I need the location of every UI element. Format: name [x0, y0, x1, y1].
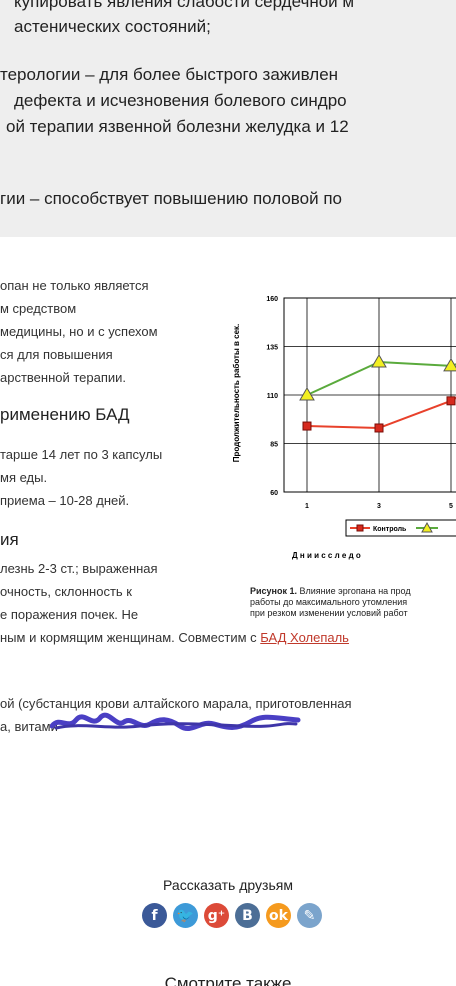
- data-point-triangle: [299, 387, 315, 401]
- data-point-triangle: [371, 354, 387, 368]
- usage-heading: рименению БАД: [0, 405, 130, 424]
- data-point-triangle: [443, 357, 456, 372]
- series-line: [306, 396, 456, 429]
- see-also-heading: Смотрите также: [164, 974, 292, 986]
- intro-text: арственной терапии.: [0, 370, 127, 385]
- facebook-icon[interactable]: f: [142, 903, 167, 928]
- banner-line: дефекта и исчезновения болевого синдро: [14, 91, 347, 110]
- usage-text: мя еды.: [0, 470, 48, 485]
- x-axis-label: Д н и и с с л е д о: [292, 551, 361, 560]
- legend-marker-control: [356, 524, 364, 532]
- banner-line: ой терапии язвенной болезни желудка и 12: [6, 117, 349, 136]
- usage-text: тарше 14 лет по 3 капсулы: [0, 447, 163, 462]
- x-tick-label: 1: [305, 503, 309, 510]
- data-point-square: [446, 396, 456, 406]
- caption-text: работы до максимального утомления: [250, 597, 408, 607]
- banner-line: астенических состояний;: [14, 17, 211, 36]
- contraindications-text: ным и кормящим женщинам. Совместим с БАД…: [0, 629, 349, 646]
- intro-text: ся для повышения: [0, 347, 113, 362]
- data-point-square: [374, 423, 384, 433]
- chart-caption: Рисунок 1. Влияние эргопана на прод рабо…: [250, 586, 411, 619]
- y-tick-label: 60: [270, 490, 278, 497]
- contraindications-heading: ия: [0, 530, 19, 549]
- y-tick-label: 160: [266, 296, 278, 303]
- legend-marker-series2: [421, 521, 433, 533]
- contraindications-text: лезнь 2-3 ст.; выраженная: [0, 561, 158, 576]
- usage-text: приема – 10-28 дней.: [0, 493, 130, 508]
- y-axis-label: Продолжительность работы в сек.: [232, 324, 241, 463]
- twitter-icon[interactable]: 🐦: [173, 903, 198, 928]
- y-tick-label: 135: [266, 345, 278, 352]
- vk-icon[interactable]: B: [235, 903, 260, 928]
- contraindications-text: е поражения почек. Не: [0, 607, 139, 622]
- composition-text: ой (субстанция крови алтайского марала, …: [0, 696, 352, 711]
- chart: 60 85 110 135 160 1 3 5 Продолжительность работы…: [226, 262, 456, 602]
- livejournal-icon[interactable]: ✎: [297, 903, 322, 928]
- caption-label: Рисунок 1.: [250, 586, 297, 596]
- contraindications-text: очность, склонность к: [0, 584, 132, 599]
- banner-line: купировать явления слабости сердечной м: [14, 0, 355, 11]
- odnoklassniki-icon[interactable]: ok: [266, 903, 291, 928]
- composition-text: а, витами: [0, 719, 58, 734]
- data-point-square: [302, 421, 312, 431]
- x-tick-label: 5: [449, 503, 453, 510]
- cholepal-link[interactable]: БАД Холепаль: [260, 630, 349, 645]
- contraindications-text-tail: ным и кормящим женщинам. Совместим с: [0, 630, 261, 645]
- intro-text: м средством: [0, 301, 77, 316]
- series-line: [306, 361, 456, 396]
- legend-label: Контроль: [373, 526, 407, 533]
- banner-line: терологии – для более быстрого заживлен: [0, 65, 339, 84]
- share-title: Рассказать друзьям: [163, 877, 293, 893]
- y-tick-label: 85: [270, 442, 278, 449]
- caption-text: Влияние эргопана на прод: [297, 586, 411, 596]
- banner-line: гии – способствует повышению половой по: [0, 189, 342, 208]
- scribble-redaction: [50, 712, 301, 731]
- x-tick-label: 3: [377, 503, 381, 510]
- google-plus-icon[interactable]: g⁺: [204, 903, 229, 928]
- intro-text: медицины, но и с успехом: [0, 324, 158, 339]
- intro-text: опан не только является: [0, 278, 149, 293]
- y-tick-label: 110: [267, 393, 278, 400]
- caption-text: при резком изменении условий работ: [250, 608, 408, 618]
- indications-banner: купировать явления слабости сердечной м …: [0, 0, 456, 237]
